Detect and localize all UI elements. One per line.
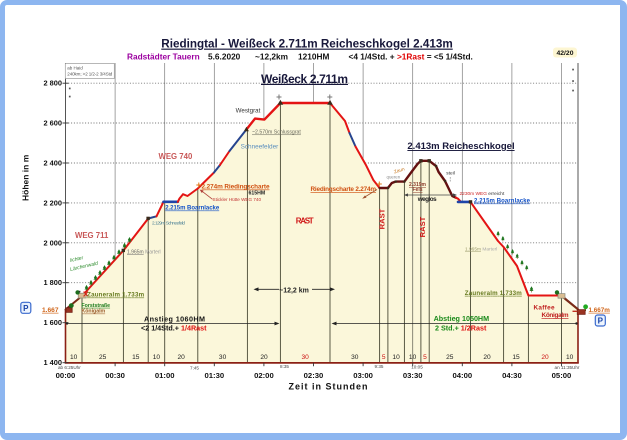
svg-text:00:30: 00:30 xyxy=(105,371,125,380)
svg-text:RAST: RAST xyxy=(377,208,386,229)
svg-text:10:05: 10:05 xyxy=(411,365,423,370)
svg-text:20: 20 xyxy=(178,354,186,361)
svg-text:15: 15 xyxy=(132,354,140,361)
svg-text:20: 20 xyxy=(483,354,491,361)
svg-text:1.667: 1.667 xyxy=(42,307,59,314)
svg-text:an 11:35Uhr: an 11:35Uhr xyxy=(555,365,580,370)
svg-text:Zeit in Stunden: Zeit in Stunden xyxy=(289,381,368,391)
svg-text:<2 1/4Std.+ 1/4Rast: <2 1/4Std.+ 1/4Rast xyxy=(141,324,207,333)
svg-text:2.129m Schneefeld: 2.129m Schneefeld xyxy=(152,221,185,226)
svg-text:ab 6:25Uhr: ab 6:25Uhr xyxy=(58,365,81,370)
svg-text:WEG 740: WEG 740 xyxy=(159,152,193,161)
svg-text:9:35: 9:35 xyxy=(375,364,384,369)
svg-text:Schneefelder: Schneefelder xyxy=(241,144,280,151)
svg-text:615HM: 615HM xyxy=(249,191,266,197)
svg-text:¦: ¦ xyxy=(450,177,451,183)
svg-text:2.215m Boarnlacke: 2.215m Boarnlacke xyxy=(165,206,220,212)
svg-text:30: 30 xyxy=(351,354,359,361)
svg-text:04:00: 04:00 xyxy=(452,371,472,380)
svg-text:Stickler Hütte WEG 740: Stickler Hütte WEG 740 xyxy=(213,197,262,202)
svg-text:10: 10 xyxy=(153,354,161,361)
svg-text:2.319m: 2.319m xyxy=(409,182,427,188)
svg-text:2 Std.+ 1/2Rast: 2 Std.+ 1/2Rast xyxy=(435,324,487,333)
svg-text:P: P xyxy=(23,304,29,313)
svg-text:WEG 711: WEG 711 xyxy=(75,231,109,240)
svg-text:20: 20 xyxy=(541,354,549,361)
svg-text:5: 5 xyxy=(423,354,427,361)
svg-text:Anstieg 1060HM: Anstieg 1060HM xyxy=(144,315,205,324)
svg-text:Fels: Fels xyxy=(413,187,423,193)
svg-text:2 600: 2 600 xyxy=(44,119,63,128)
svg-text:Weißeck 2.711m: Weißeck 2.711m xyxy=(261,72,348,86)
svg-text:~2.570m Schlussgrat: ~2.570m Schlussgrat xyxy=(252,130,301,136)
svg-text:Kaffee: Kaffee xyxy=(534,304,555,311)
svg-text:Westgrat: Westgrat xyxy=(236,108,261,115)
svg-text:8:35: 8:35 xyxy=(280,364,289,369)
svg-text:~12,2 km: ~12,2 km xyxy=(279,287,309,294)
svg-text:15: 15 xyxy=(512,354,520,361)
svg-text:Abstieg 1050HM: Abstieg 1050HM xyxy=(434,314,490,323)
svg-text:1.965m Marterl: 1.965m Marterl xyxy=(465,247,497,253)
svg-text:10: 10 xyxy=(392,354,400,361)
svg-text:01:00: 01:00 xyxy=(155,371,175,380)
svg-text:2 000: 2 000 xyxy=(44,238,63,247)
svg-text:10: 10 xyxy=(409,354,417,361)
svg-text:Forststraße: Forststraße xyxy=(82,303,111,309)
svg-text:1.667m: 1.667m xyxy=(589,307,611,314)
svg-text:weglos: weglos xyxy=(417,196,437,203)
svg-text:02:30: 02:30 xyxy=(304,371,324,380)
svg-text:04:30: 04:30 xyxy=(502,371,522,380)
svg-text:Zaun: Zaun xyxy=(393,166,406,175)
svg-text:01:30: 01:30 xyxy=(204,371,224,380)
svg-text:Riedingscharte 2.274m: Riedingscharte 2.274m xyxy=(311,186,377,193)
svg-text:Königalm: Königalm xyxy=(82,309,106,315)
svg-text:Königalm: Königalm xyxy=(542,312,569,319)
svg-text:2 200: 2 200 xyxy=(44,198,63,207)
svg-text:2.274m Riedingscharte: 2.274m Riedingscharte xyxy=(202,184,270,191)
svg-text:42/20: 42/20 xyxy=(556,50,573,57)
svg-text:7:45: 7:45 xyxy=(190,366,199,371)
svg-text:2.413m Reicheschkogel: 2.413m Reicheschkogel xyxy=(407,141,514,152)
svg-text:2 400: 2 400 xyxy=(44,159,63,168)
svg-text:1 800: 1 800 xyxy=(44,278,63,287)
svg-text:10: 10 xyxy=(70,354,78,361)
svg-text:2 800: 2 800 xyxy=(44,79,63,88)
svg-text:2230m WEG erreicht: 2230m WEG erreicht xyxy=(460,191,505,197)
svg-text:30: 30 xyxy=(302,354,310,361)
svg-text:5: 5 xyxy=(382,354,386,361)
svg-text:10: 10 xyxy=(566,354,574,361)
svg-text:1.965m Marterl: 1.965m Marterl xyxy=(127,250,161,256)
svg-text:queren: queren xyxy=(387,175,401,180)
svg-text:00:00: 00:00 xyxy=(56,371,76,380)
svg-text:20: 20 xyxy=(260,354,268,361)
svg-text:1 400: 1 400 xyxy=(44,358,63,367)
svg-text:03:00: 03:00 xyxy=(353,371,373,380)
svg-text:lichter: lichter xyxy=(70,255,85,264)
svg-text:2.215m Boarnlacke: 2.215m Boarnlacke xyxy=(474,199,531,205)
svg-text:Zauneralm 1.733m: Zauneralm 1.733m xyxy=(465,290,522,297)
svg-text:RAST: RAST xyxy=(296,217,314,226)
svg-text:05:00: 05:00 xyxy=(552,371,572,380)
svg-text:Zauneralm 1.733m: Zauneralm 1.733m xyxy=(87,292,144,299)
svg-text:30: 30 xyxy=(219,354,227,361)
svg-text:25: 25 xyxy=(446,354,454,361)
svg-text:P: P xyxy=(598,317,604,326)
svg-text:03:30: 03:30 xyxy=(403,371,423,380)
svg-text:02:00: 02:00 xyxy=(254,371,274,380)
svg-text:RAST: RAST xyxy=(418,216,427,237)
svg-text:240km; >2 1/2-2 3/4Std: 240km; >2 1/2-2 3/4Std xyxy=(67,72,112,77)
svg-text:Höhen in m: Höhen in m xyxy=(21,154,31,201)
svg-text:25: 25 xyxy=(99,354,107,361)
svg-text:1 600: 1 600 xyxy=(44,318,63,327)
svg-text:steil: steil xyxy=(446,171,455,177)
svg-text:ab Haid: ab Haid xyxy=(67,65,83,70)
svg-text:Riedingtal - Weißeck 2.711m Re: Riedingtal - Weißeck 2.711m Reicheschkog… xyxy=(161,38,452,51)
